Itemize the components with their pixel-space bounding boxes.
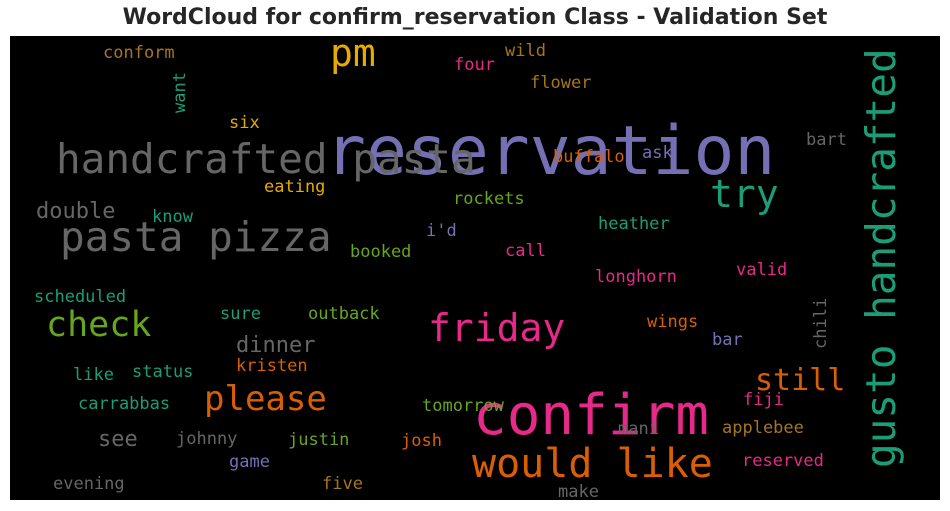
wordcloud-word: johnny <box>176 429 237 449</box>
wordcloud-word: try <box>710 172 779 216</box>
wordcloud-word: josh <box>401 431 442 451</box>
wordcloud-word: like <box>73 365 114 385</box>
wordcloud-word: longhorn <box>595 267 677 287</box>
wordcloud-word: carrabbas <box>78 394 170 414</box>
wordcloud-word: please <box>204 379 327 419</box>
wordcloud-word: status <box>132 362 193 382</box>
wordcloud-word: see <box>98 427 138 452</box>
wordcloud-word: gusto handcrafted <box>857 48 905 468</box>
wordcloud-word: confirm <box>473 383 709 448</box>
wordcloud-word: dinner <box>236 333 315 358</box>
wordcloud-word: chili <box>811 298 831 349</box>
wordcloud-word: wings <box>647 312 698 332</box>
chart-title: WordCloud for confirm_reservation Class … <box>122 5 828 30</box>
wordcloud-word: four <box>454 55 495 75</box>
wordcloud-word: make <box>558 482 599 500</box>
wordcloud-word: friday <box>428 306 565 350</box>
wordcloud-word: heather <box>598 214 670 234</box>
wordcloud-word: know <box>152 207 194 227</box>
wordcloud-word: buffalo <box>553 147 625 167</box>
wordcloud-word: valid <box>736 260 787 280</box>
wordcloud-word: bart <box>806 130 847 150</box>
wordcloud-word: fiji <box>743 390 784 410</box>
wordcloud-word: ask <box>642 143 673 163</box>
wordcloud-word: eating <box>264 177 325 197</box>
wordcloud-word: conform <box>103 43 175 63</box>
wordcloud-word: kristen <box>236 356 308 376</box>
wordcloud-word: call <box>505 241 546 261</box>
wordcloud-word: would like <box>472 441 713 487</box>
wordcloud-word: still <box>755 363 845 398</box>
wordcloud-word: want <box>170 72 190 113</box>
wordcloud-canvas: reservation confirm handcrafted pasta gusto… <box>10 36 940 500</box>
wordcloud-word: check <box>46 305 151 345</box>
wordcloud-word: reservation <box>325 112 775 191</box>
wordcloud-word: i'd <box>426 221 457 241</box>
wordcloud-word: evening <box>53 474 125 494</box>
wordcloud-word: reserved <box>742 451 824 471</box>
wordcloud-word: bar <box>712 330 743 350</box>
wordcloud-word: rockets <box>453 189 525 209</box>
wordcloud-word: pasta pizza <box>60 213 332 261</box>
wordcloud-word: applebee <box>722 418 804 438</box>
wordcloud-word: sure <box>220 304 261 324</box>
wordcloud-word: scheduled <box>34 287 126 307</box>
wordcloud-word: handcrafted pasta <box>56 135 476 183</box>
wordcloud-word: pm <box>330 36 376 75</box>
wordcloud-word: tomorrow <box>422 396 505 416</box>
wordcloud-word: mani <box>618 419 659 439</box>
wordcloud-background <box>10 36 940 500</box>
wordcloud-word: booked <box>350 242 411 262</box>
wordcloud-word: outback <box>308 304 380 324</box>
wordcloud-word: six <box>229 113 260 133</box>
wordcloud-word: game <box>229 452 270 472</box>
wordcloud-word: justin <box>288 430 349 450</box>
wordcloud-word: double <box>36 199 115 224</box>
wordcloud-word: wild <box>505 41 546 61</box>
wordcloud-word: flower <box>530 73 591 93</box>
wordcloud-word: five <box>322 474 363 494</box>
